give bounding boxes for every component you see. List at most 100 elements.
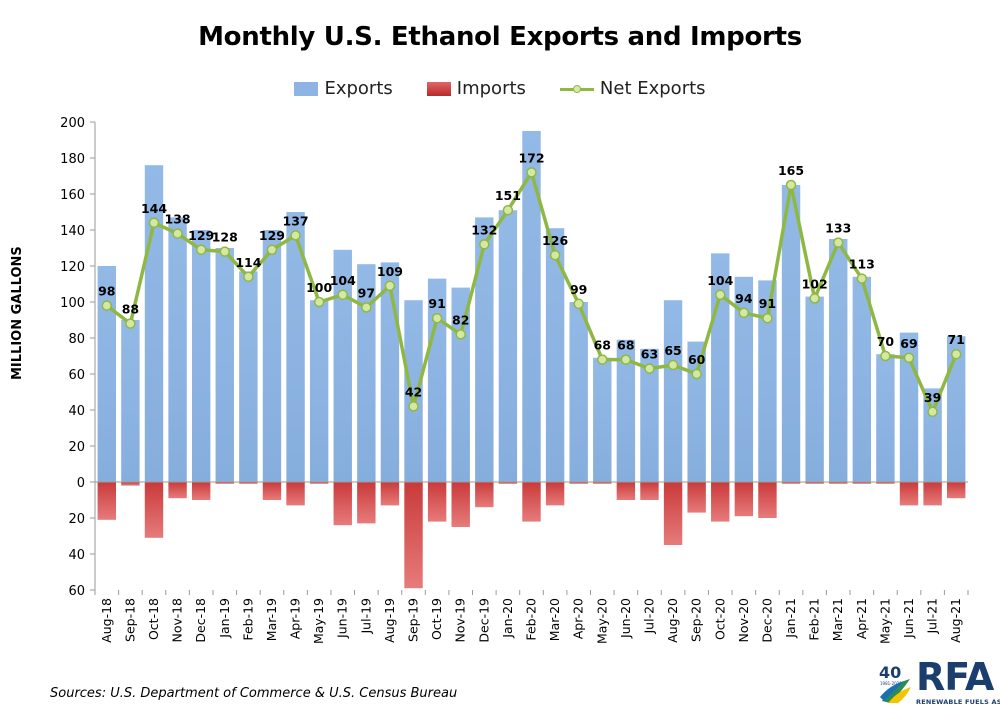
export-bar — [852, 276, 872, 482]
net-exports-data-label: 109 — [377, 264, 403, 279]
import-bar — [144, 482, 164, 538]
net-exports-data-label: 69 — [900, 336, 917, 351]
net-exports-data-label: 133 — [825, 221, 851, 236]
net-exports-point — [195, 244, 207, 256]
chart-legend: Exports Imports Net Exports — [0, 78, 1000, 99]
import-bar — [805, 482, 824, 484]
import-bar — [168, 482, 187, 499]
net-exports-point — [337, 289, 348, 301]
export-bar — [97, 266, 116, 482]
net-exports-point — [266, 244, 278, 256]
export-bar — [876, 354, 895, 482]
x-tick-label: Aug-19 — [382, 598, 397, 643]
y-tick-label: 140 — [60, 224, 85, 239]
export-bar — [239, 271, 258, 482]
net-exports-data-label: 98 — [98, 284, 115, 299]
net-exports-point — [549, 249, 561, 261]
import-bar — [829, 482, 848, 484]
legend-swatch-exports — [294, 81, 319, 96]
net-exports-data-label: 114 — [235, 255, 261, 270]
x-tick-label: Jul-19 — [358, 598, 373, 635]
net-exports-point — [290, 230, 301, 241]
export-bar — [475, 217, 494, 482]
x-tick-label: May-21 — [877, 598, 892, 644]
x-tick-label: Apr-19 — [288, 598, 303, 639]
export-bar — [333, 249, 352, 482]
import-bar — [899, 482, 919, 506]
x-tick-label: Jan-19 — [217, 598, 232, 639]
import-bar — [663, 482, 683, 545]
net-exports-data-label: 102 — [802, 276, 828, 291]
y-tick-label: 40 — [68, 404, 85, 419]
x-tick-label: Oct-20 — [712, 598, 727, 640]
x-tick-label: Dec-18 — [193, 598, 208, 643]
x-tick-label: Dec-20 — [759, 598, 774, 643]
x-tick-label: Jan-20 — [500, 598, 515, 639]
x-tick-label: Aug-20 — [665, 598, 680, 643]
net-exports-data-label: 126 — [542, 233, 568, 248]
x-tick-label: Aug-21 — [948, 598, 963, 643]
import-bar — [758, 482, 777, 518]
y-tick-label: 120 — [60, 260, 85, 275]
net-exports-data-label: 128 — [212, 230, 238, 245]
export-bar — [734, 276, 754, 482]
x-tick-label: Feb-21 — [807, 598, 822, 641]
net-exports-data-label: 60 — [688, 352, 706, 367]
logo-subtitle: RENEWABLE FUELS ASSOCIATION — [916, 698, 1000, 706]
net-exports-point — [431, 312, 443, 324]
net-exports-data-label: 113 — [849, 257, 875, 272]
legend-item-imports: Imports — [426, 78, 526, 99]
import-bar — [427, 482, 447, 522]
export-bar — [404, 300, 423, 482]
legend-item-exports: Exports — [294, 78, 393, 99]
import-bar — [333, 482, 352, 526]
import-bar — [522, 482, 541, 522]
export-bar — [829, 239, 848, 482]
import-bar — [309, 482, 329, 484]
x-tick-label: Jul-20 — [641, 598, 656, 635]
net-exports-data-label: 138 — [165, 212, 191, 227]
net-exports-point — [361, 302, 372, 313]
net-exports-data-label: 82 — [452, 312, 469, 327]
import-bar — [876, 482, 895, 484]
x-tick-label: Dec-19 — [476, 598, 491, 643]
badge-number: 40 — [879, 663, 901, 682]
export-bar — [357, 264, 376, 482]
net-exports-data-label: 70 — [877, 334, 895, 349]
x-tick-label: Oct-19 — [429, 598, 444, 640]
legend-label-imports: Imports — [456, 78, 526, 99]
net-exports-point — [125, 318, 136, 329]
net-exports-data-label: 68 — [594, 338, 611, 353]
export-bar — [498, 210, 518, 482]
y-tick-label: 160 — [60, 188, 85, 203]
export-bar — [663, 300, 683, 482]
net-exports-point — [950, 348, 962, 360]
import-bar — [451, 482, 470, 527]
net-exports-data-label: 91 — [759, 296, 776, 311]
y-tick-label: 40 — [68, 548, 85, 563]
net-exports-point — [313, 296, 325, 308]
export-bar — [545, 228, 565, 482]
import-bar — [191, 482, 211, 500]
y-tick-label: 60 — [68, 368, 85, 383]
import-bar — [711, 482, 730, 522]
import-bar — [852, 482, 872, 484]
x-tick-label: Jun-21 — [901, 598, 916, 639]
import-bar — [687, 482, 706, 513]
net-exports-data-label: 42 — [405, 384, 422, 399]
chart-title: Monthly U.S. Ethanol Exports and Imports — [198, 22, 802, 52]
x-tick-label: May-19 — [311, 598, 326, 644]
net-exports-point — [809, 293, 820, 304]
net-exports-point — [101, 300, 113, 311]
export-bar — [286, 212, 305, 482]
x-tick-label: Nov-20 — [736, 598, 751, 643]
export-bar — [309, 300, 329, 482]
import-bar — [734, 482, 754, 517]
net-exports-point — [620, 354, 632, 365]
x-tick-label: Sep-19 — [406, 598, 421, 642]
y-tick-label: 20 — [68, 440, 85, 455]
export-bar — [569, 302, 588, 482]
net-exports-data-label: 137 — [283, 213, 309, 228]
net-exports-point — [667, 359, 679, 371]
